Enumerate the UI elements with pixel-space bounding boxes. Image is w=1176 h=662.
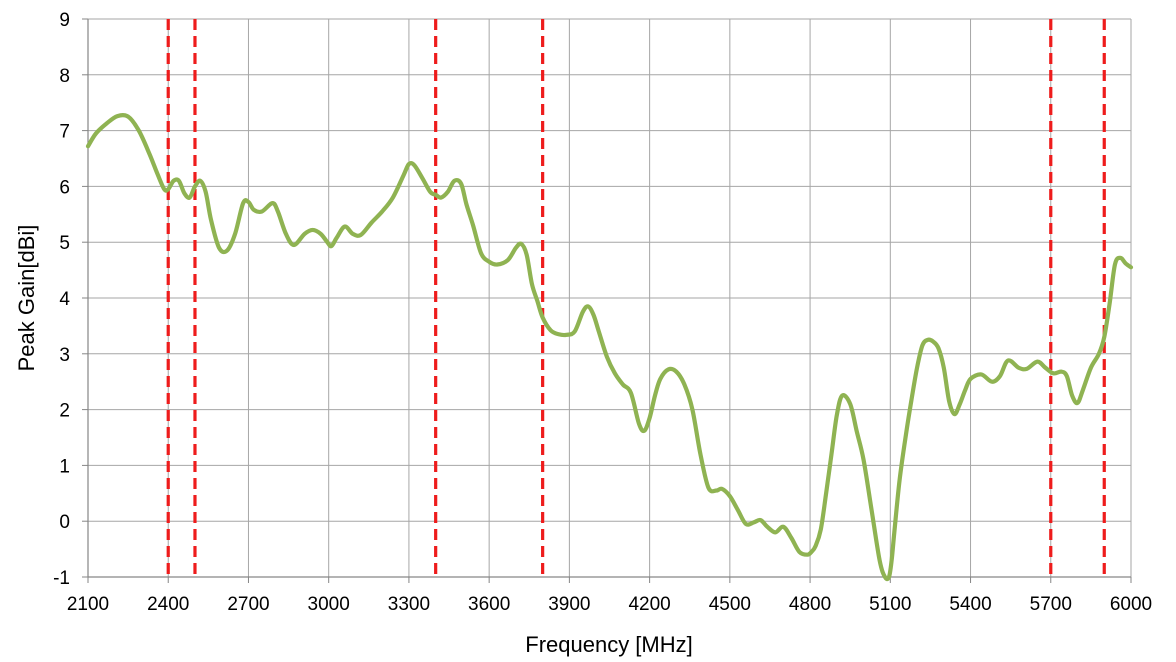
y-tick-label: 4 xyxy=(59,289,70,310)
x-axis-title: Frequency [MHz] xyxy=(525,632,693,657)
y-tick-label: 5 xyxy=(59,233,70,254)
x-tick-label: 3900 xyxy=(548,594,590,615)
x-tick-label: 2400 xyxy=(147,594,189,615)
y-tick-label: 6 xyxy=(59,177,70,198)
y-tick-label: 7 xyxy=(59,122,70,143)
x-tick-label: 5400 xyxy=(949,594,991,615)
x-tick-label: 5700 xyxy=(1030,594,1072,615)
x-tick-label: 5100 xyxy=(869,594,911,615)
y-tick-label: -1 xyxy=(53,568,70,589)
x-tick-label: 4500 xyxy=(709,594,751,615)
x-tick-label: 3600 xyxy=(468,594,510,615)
peak-gain-series-line xyxy=(85,112,1134,582)
x-axis-ticks: 2100 2400 2700 3000 3300 3600 3900 4200 4500 4800… xyxy=(67,594,1152,615)
vertical-markers xyxy=(166,19,1106,577)
x-tick-label: 2700 xyxy=(227,594,269,615)
y-tick-label: 2 xyxy=(59,401,70,422)
gridlines xyxy=(82,18,1132,583)
x-tick-label: 4800 xyxy=(789,594,831,615)
x-tick-label: 4200 xyxy=(628,594,670,615)
x-tick-label: 3000 xyxy=(308,594,350,615)
x-tick-label: 6000 xyxy=(1110,594,1152,615)
y-tick-label: 9 xyxy=(59,10,70,31)
x-tick-label: 3300 xyxy=(388,594,430,615)
y-axis-title: Peak Gain[dBi] xyxy=(14,225,39,372)
y-tick-label: 1 xyxy=(59,456,70,477)
y-tick-label: 8 xyxy=(59,66,70,87)
y-tick-label: 3 xyxy=(59,345,70,366)
y-axis-ticks: 9 8 7 6 5 4 3 2 1 0 -1 xyxy=(53,10,70,589)
plot-area xyxy=(85,112,1134,582)
y-tick-label: 0 xyxy=(59,512,70,533)
x-tick-label: 2100 xyxy=(67,594,109,615)
